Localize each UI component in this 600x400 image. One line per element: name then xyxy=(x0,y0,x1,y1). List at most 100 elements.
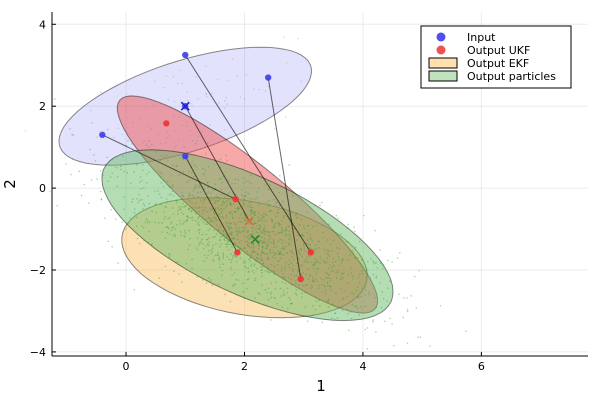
particle xyxy=(96,178,98,180)
particle xyxy=(283,276,286,278)
particle xyxy=(307,268,309,270)
particle xyxy=(236,75,238,77)
particle xyxy=(308,275,311,277)
particle xyxy=(274,204,277,206)
particle xyxy=(279,175,281,177)
particle xyxy=(187,199,189,201)
particle xyxy=(292,264,295,267)
particle xyxy=(168,185,170,187)
particle xyxy=(198,206,201,209)
particle xyxy=(234,223,236,225)
particle xyxy=(280,250,282,252)
particle xyxy=(282,230,284,232)
particle xyxy=(342,298,344,300)
particle xyxy=(116,176,119,178)
particle xyxy=(208,217,210,220)
particle xyxy=(239,247,241,249)
particle xyxy=(375,261,377,264)
particle xyxy=(364,294,366,296)
particle xyxy=(253,246,255,248)
particle xyxy=(285,116,287,118)
particle xyxy=(241,167,243,170)
particle xyxy=(367,260,369,263)
particle xyxy=(202,174,205,176)
particle xyxy=(147,241,149,244)
particle xyxy=(333,318,336,321)
particle xyxy=(261,272,263,274)
particle xyxy=(222,200,224,202)
particle xyxy=(198,206,200,209)
particle xyxy=(281,267,283,269)
particle xyxy=(307,261,309,264)
particle xyxy=(159,150,161,152)
particle xyxy=(202,209,204,211)
particle xyxy=(172,213,175,215)
particle xyxy=(272,241,274,243)
particle xyxy=(263,241,265,243)
particle xyxy=(233,237,235,240)
particle xyxy=(406,342,409,344)
particle xyxy=(287,242,289,244)
particle xyxy=(175,201,178,204)
particle xyxy=(346,308,348,311)
ukf-point xyxy=(232,195,239,203)
particle xyxy=(262,232,264,234)
particle xyxy=(209,210,211,212)
particle xyxy=(190,217,192,219)
particle xyxy=(263,219,265,221)
particle xyxy=(246,241,249,243)
particle xyxy=(366,327,369,329)
particle xyxy=(312,276,314,278)
particle xyxy=(268,199,270,202)
particle xyxy=(288,296,290,299)
particle xyxy=(230,232,232,235)
particle xyxy=(319,204,321,206)
particle xyxy=(198,216,200,218)
particle xyxy=(258,244,260,246)
particle xyxy=(205,238,208,241)
particle xyxy=(187,208,190,210)
particle xyxy=(329,264,331,266)
particle xyxy=(329,277,331,279)
particle xyxy=(216,224,218,226)
particle xyxy=(354,305,356,307)
particle xyxy=(233,237,235,240)
x-tick-label: 4 xyxy=(359,360,366,373)
sigma-connection-line xyxy=(184,54,312,253)
particle xyxy=(318,284,320,286)
particle xyxy=(155,212,157,214)
particle xyxy=(157,134,159,136)
ukf-point xyxy=(297,275,304,283)
particle xyxy=(266,201,268,203)
particle xyxy=(172,207,174,209)
particle xyxy=(281,242,283,245)
x-tick-label: 2 xyxy=(241,360,248,373)
particle xyxy=(206,223,208,225)
particle xyxy=(327,277,329,279)
particle xyxy=(146,125,149,127)
particle xyxy=(157,170,160,173)
particle xyxy=(251,270,254,272)
particle xyxy=(357,295,360,297)
particle xyxy=(172,115,175,117)
particle xyxy=(188,195,190,197)
particle xyxy=(151,243,153,245)
particle xyxy=(293,259,295,261)
particle xyxy=(290,262,292,264)
particle xyxy=(121,133,123,136)
particle xyxy=(185,220,188,223)
particle xyxy=(237,209,239,211)
particle xyxy=(78,170,80,173)
particle xyxy=(161,222,163,224)
particle xyxy=(341,262,343,264)
particle xyxy=(256,257,259,259)
particle xyxy=(262,242,264,245)
y-tick-label: −4 xyxy=(30,346,46,359)
particle xyxy=(331,267,333,269)
particle xyxy=(244,214,246,217)
particle xyxy=(375,277,377,279)
particle xyxy=(234,183,236,185)
particle xyxy=(300,234,303,236)
particle xyxy=(339,279,342,281)
particle xyxy=(223,238,225,241)
